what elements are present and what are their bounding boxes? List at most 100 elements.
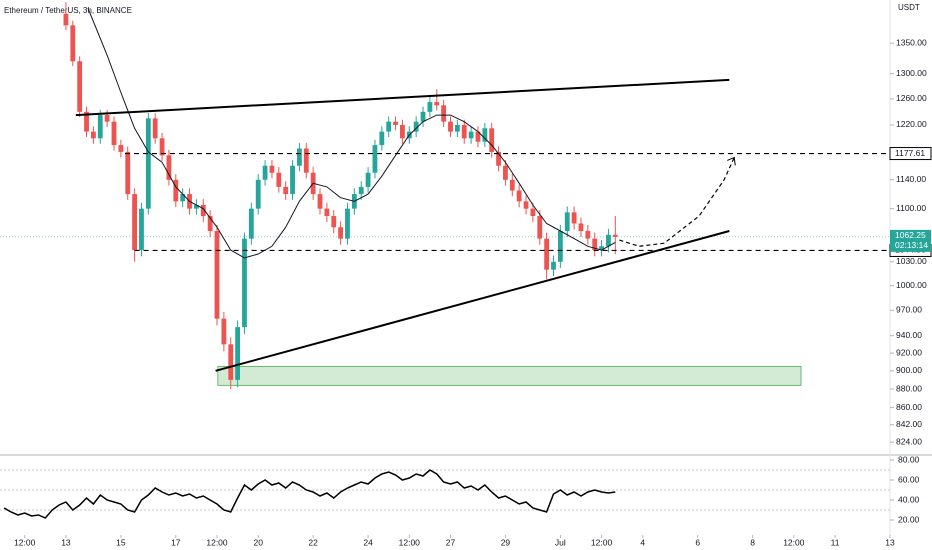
candle-body	[70, 25, 76, 62]
candle-body	[125, 151, 131, 195]
candle-body	[345, 208, 350, 239]
y-tick-label: 900.00	[896, 365, 922, 375]
candle-body	[194, 204, 199, 209]
x-tick-label: 29	[501, 537, 511, 547]
candle-body	[544, 238, 550, 270]
candle-body	[84, 111, 89, 132]
candle-body	[173, 179, 179, 202]
candle-body	[269, 165, 275, 173]
candle-body	[496, 151, 501, 166]
x-tick-label: 4	[640, 537, 645, 547]
level-label: 1177.61	[895, 148, 925, 158]
candle-body	[214, 231, 220, 319]
projection-arrowhead	[727, 156, 736, 166]
chart-title: Ethereum / TetherUS, 3h, BINANCE	[4, 6, 132, 15]
candle-body	[63, 13, 69, 26]
x-tick-label: 6	[695, 537, 700, 547]
x-tick-label: 8	[750, 537, 755, 547]
rsi-tick-label: 40.00	[898, 494, 920, 504]
y-tick-label: 970.00	[896, 305, 922, 315]
candle-body	[571, 212, 577, 224]
currency-label: USDT	[898, 3, 920, 12]
y-tick-label: 1220.00	[896, 119, 927, 129]
y-tick-label: 880.00	[896, 383, 922, 393]
candle-body	[365, 172, 371, 187]
candle-body	[180, 194, 186, 202]
x-tick-label: 11	[831, 537, 840, 547]
y-tick-label: 920.00	[896, 347, 922, 357]
candle-body	[585, 231, 591, 239]
candle-body	[400, 124, 405, 139]
trendline	[75, 78, 730, 117]
x-tick-label: 27	[446, 537, 456, 547]
countdown-label: 02:13:14	[895, 240, 928, 250]
candle-body	[152, 118, 158, 139]
y-tick-label: 1030.00	[896, 256, 927, 266]
candle-body	[118, 145, 124, 152]
x-tick-label: 12:00	[591, 537, 613, 547]
x-tick-label: 13	[61, 537, 71, 547]
y-tick-label: 1100.00	[896, 203, 926, 213]
candle-body	[331, 216, 337, 228]
candle-body	[262, 165, 268, 180]
candle-body	[200, 204, 206, 217]
candle-body	[420, 111, 426, 122]
support-zone	[217, 365, 802, 386]
candle-body	[372, 145, 378, 173]
y-tick-label: 940.00	[896, 330, 922, 340]
candle-body	[166, 155, 172, 180]
y-tick-label: 1140.00	[896, 174, 926, 184]
y-tick-label: 1350.00	[896, 37, 927, 47]
last-price-label: 1062.25	[895, 230, 926, 240]
level-label-box	[889, 147, 932, 161]
candle-body	[468, 131, 474, 139]
candle-body	[317, 194, 323, 209]
rsi-line	[3, 469, 616, 519]
candle-body	[434, 102, 440, 106]
candle-body	[413, 121, 419, 132]
candle-body	[235, 327, 241, 380]
candle-body	[297, 148, 302, 166]
rsi-tick-label: 80.00	[898, 454, 920, 464]
candle-body	[612, 234, 618, 237]
y-tick-label: 1000.00	[896, 280, 927, 290]
candle-body	[551, 261, 556, 270]
x-tick-label: 12:00	[783, 537, 805, 547]
candle-body	[228, 344, 234, 380]
candle-body	[324, 208, 330, 217]
x-tick-label: 20	[253, 537, 263, 547]
rsi-tick-label: 20.00	[898, 514, 920, 524]
candle-body	[104, 115, 110, 122]
candle-body	[145, 118, 151, 209]
y-tick-label: 1300.00	[896, 68, 927, 78]
candle-body	[379, 131, 385, 146]
x-tick-label: 24	[363, 537, 373, 547]
y-tick-label: 842.00	[896, 419, 922, 429]
candle-body	[461, 124, 467, 139]
candle-body	[578, 223, 584, 232]
candle-body	[221, 318, 227, 345]
candle-body	[557, 231, 563, 262]
x-tick-label: 12:00	[399, 537, 421, 547]
y-tick-label: 824.00	[896, 436, 922, 446]
candle-body	[358, 186, 364, 195]
candle-body	[475, 131, 481, 142]
candle-body	[111, 121, 117, 146]
candle-body	[97, 115, 103, 139]
candle-body	[386, 121, 392, 132]
moving-average	[87, 7, 616, 259]
candle-body	[516, 190, 522, 202]
x-tick-label: 12:00	[206, 537, 228, 547]
x-tick-label: Jul	[555, 537, 566, 547]
rsi-tick-label: 60.00	[898, 474, 920, 484]
candle-body	[503, 165, 508, 180]
candle-body	[283, 186, 289, 195]
trendline	[215, 230, 730, 372]
candle-body	[606, 234, 611, 247]
candle-body	[139, 208, 144, 251]
y-tick-label: 860.00	[896, 402, 922, 412]
candle-body	[509, 179, 515, 191]
candle-body	[592, 238, 598, 251]
candle-body	[448, 121, 453, 132]
